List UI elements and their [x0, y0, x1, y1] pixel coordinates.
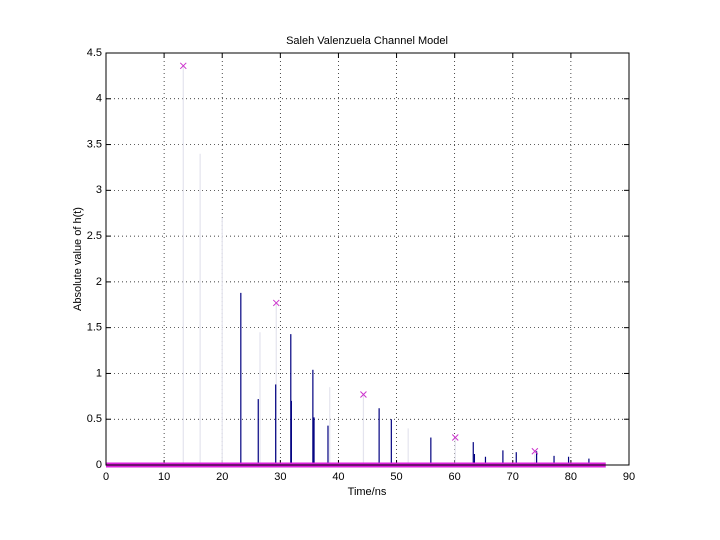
y-tick-label: 4: [96, 93, 102, 105]
x-marker: [272, 299, 280, 307]
x-tick-label: 90: [623, 471, 635, 483]
x-tick-label: 50: [390, 471, 402, 483]
x-marker: [179, 62, 187, 70]
x-marker: [451, 434, 459, 441]
y-tick-label: 3.5: [87, 138, 102, 150]
y-tick-label: 2: [96, 276, 102, 288]
y-tick-label: 1.5: [87, 322, 102, 334]
x-marker: [531, 447, 539, 455]
x-tick-label: 10: [158, 471, 170, 483]
y-tick-label: 0.5: [87, 413, 102, 425]
y-axis-label: Absolute value of h(t): [72, 207, 84, 311]
x-tick-label: 40: [332, 471, 344, 483]
x-tick-label: 20: [216, 471, 228, 483]
x-tick-label: 30: [274, 471, 286, 483]
chart-title: Saleh Valenzuela Channel Model: [286, 35, 448, 47]
y-tick-label: 3: [96, 184, 102, 196]
y-tick-label: 2.5: [87, 230, 102, 242]
x-tick-label: 60: [449, 471, 461, 483]
x-marker: [360, 391, 367, 398]
y-tick-label: 1: [96, 367, 102, 379]
x-tick-label: 80: [565, 471, 577, 483]
x-axis-label: Time/ns: [348, 486, 387, 498]
axes-frame: [105, 52, 630, 466]
y-tick-label: 4.5: [87, 47, 102, 59]
x-tick-label: 0: [103, 471, 109, 483]
plot-area: [106, 53, 629, 465]
y-tick-label: 0: [96, 459, 102, 471]
x-tick-label: 70: [507, 471, 519, 483]
